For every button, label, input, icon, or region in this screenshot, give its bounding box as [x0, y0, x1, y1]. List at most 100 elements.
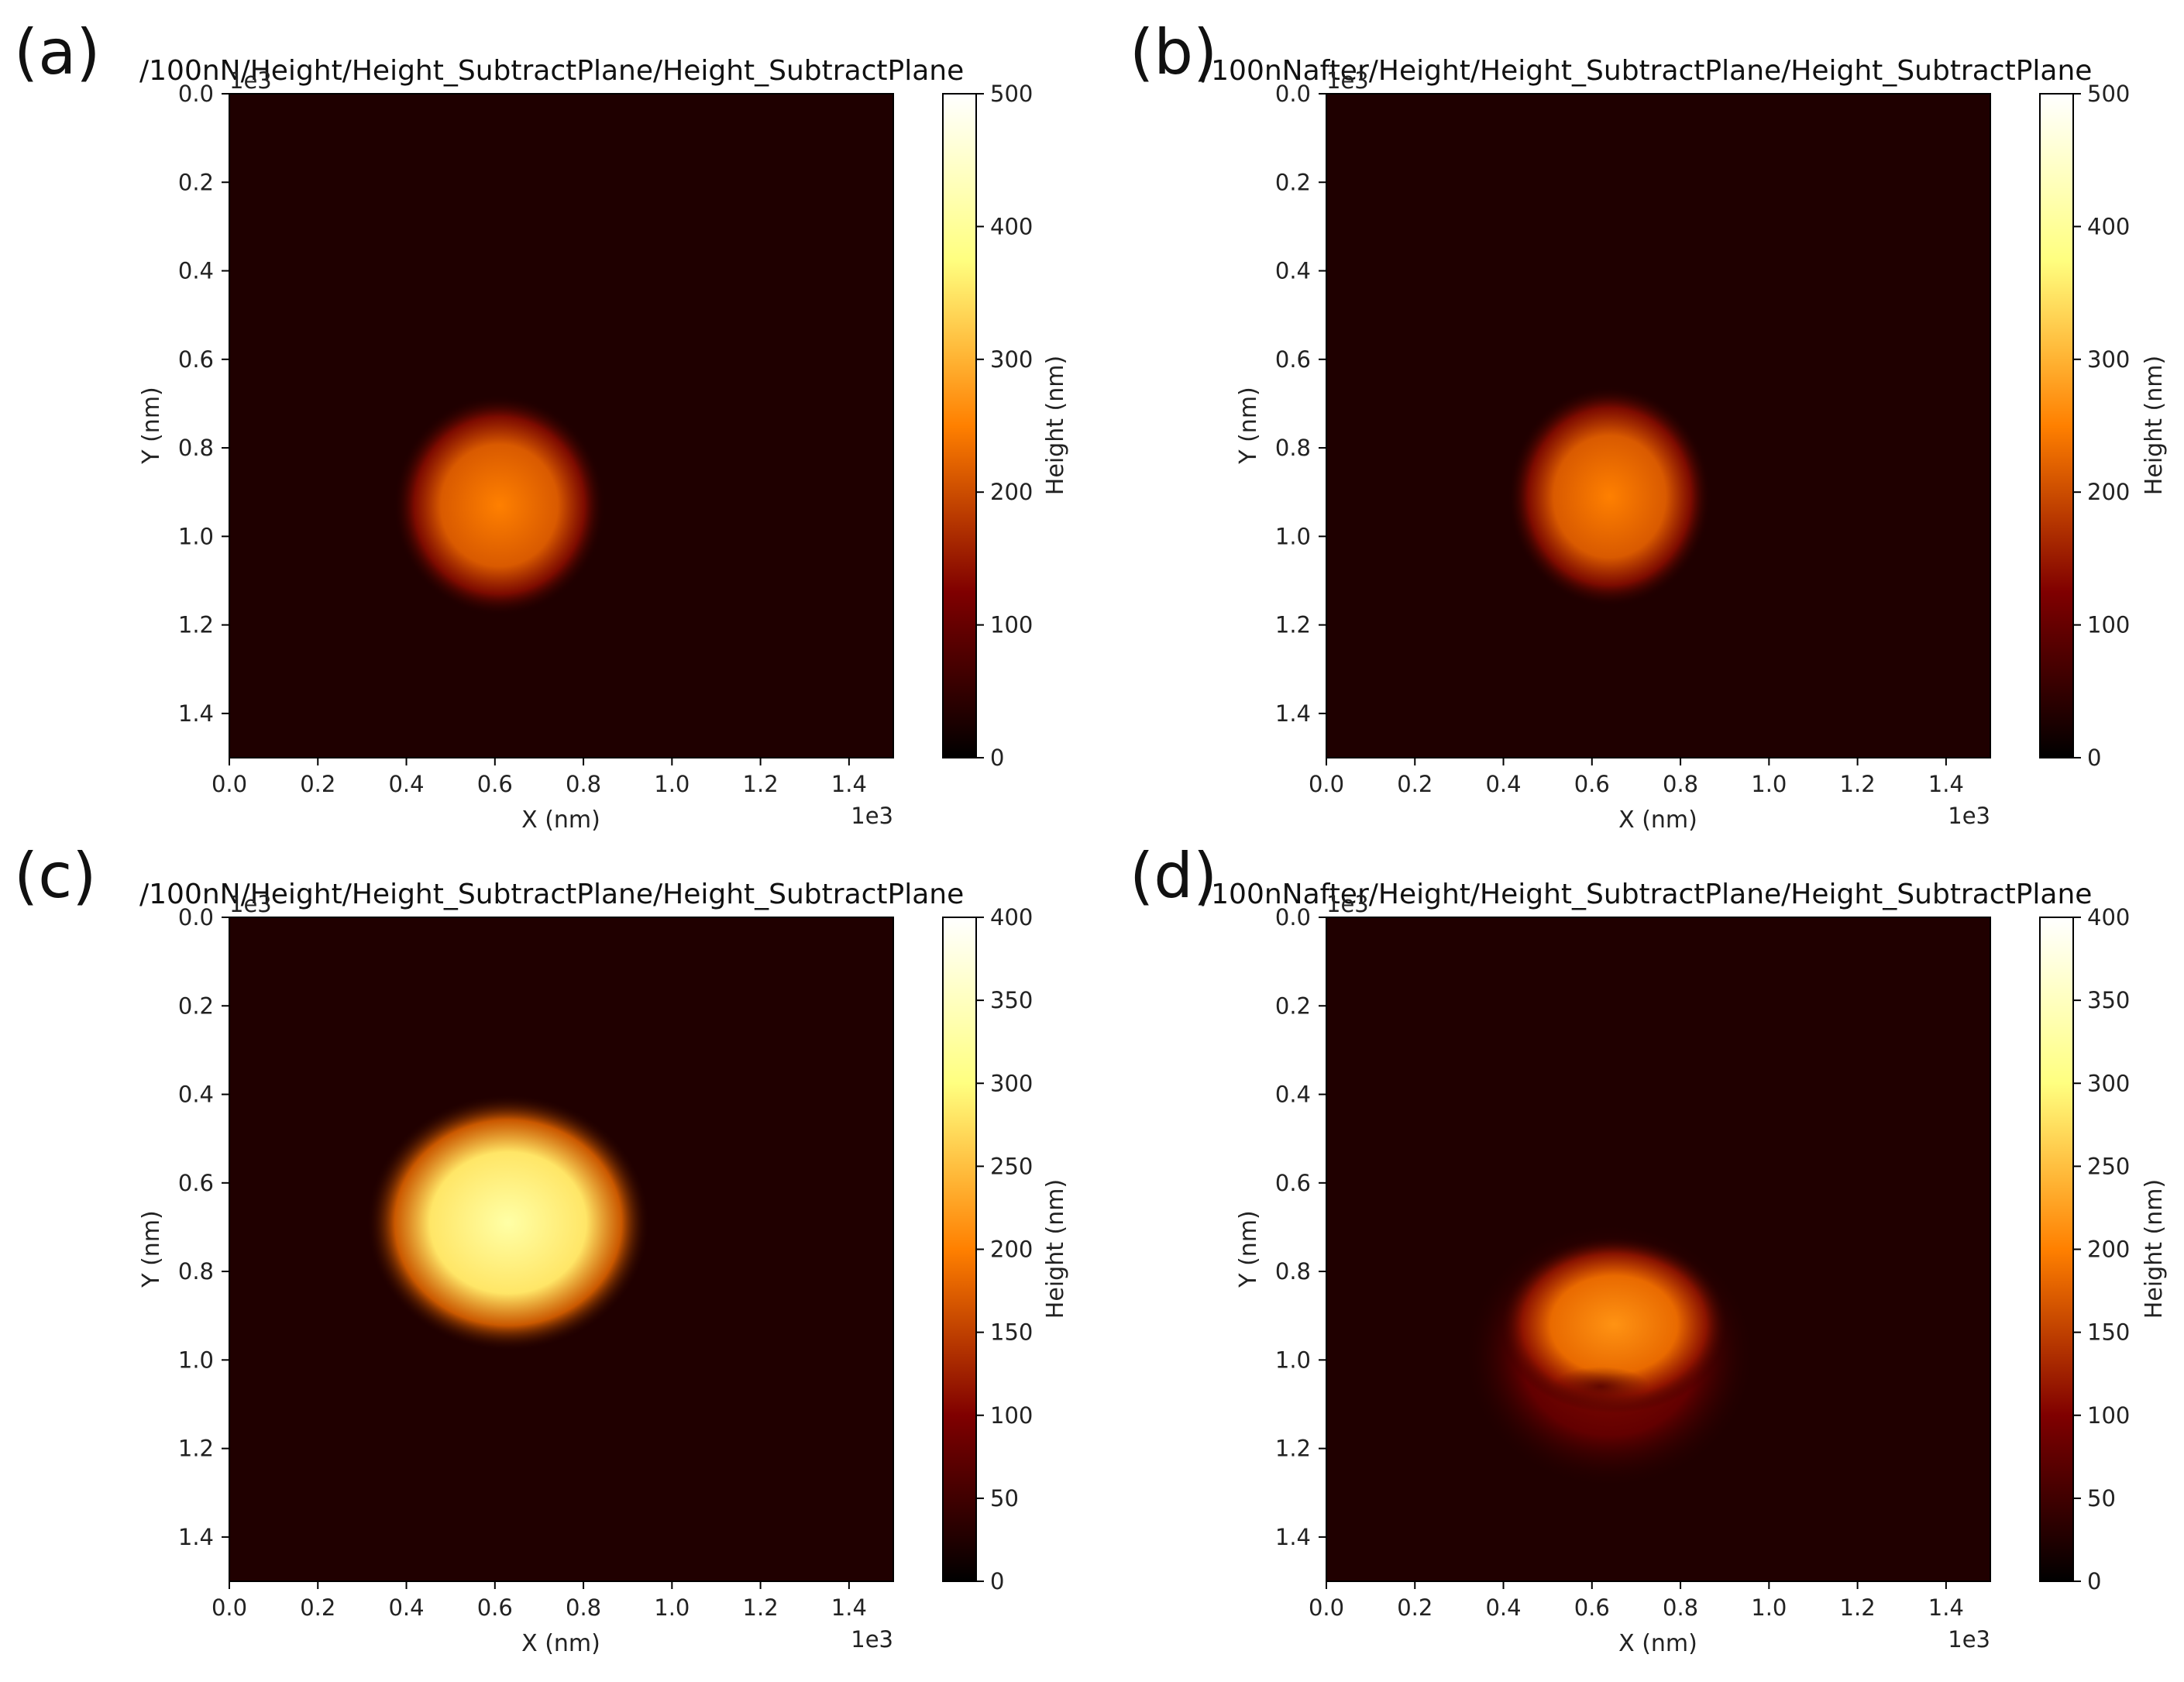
- x-tick-label: 1.4: [1928, 771, 1964, 797]
- x-exponent-label: 1e3: [851, 803, 893, 829]
- panel-c: (c) /100nN/Height/Height_SubtractPlane/H…: [14, 840, 1069, 1657]
- colorbar-tick-label: 0: [2087, 1568, 2101, 1594]
- x-tick-label: 0.2: [300, 1594, 335, 1621]
- x-tick-label: 0.2: [300, 771, 335, 797]
- colorbar-tick-label: 250: [990, 1153, 1033, 1179]
- colorbar-tick-label: 100: [990, 612, 1033, 638]
- y-tick-label: 1.2: [1275, 612, 1311, 638]
- colorbar-tick-label: 100: [990, 1402, 1033, 1429]
- x-tick-label: 0.4: [1485, 1594, 1521, 1621]
- x-exponent-label: 1e3: [1948, 1626, 1990, 1653]
- x-tick-label: 1.0: [1751, 1594, 1787, 1621]
- colorbar-tick-label: 50: [2087, 1485, 2116, 1512]
- y-tick-label: 0.6: [1275, 346, 1311, 373]
- colorbar-tick-label: 200: [990, 1237, 1033, 1263]
- colorbar-label: Height (nm): [2141, 1179, 2168, 1319]
- panel-letter: (d): [1130, 840, 1217, 912]
- x-tick-label: 1.2: [1840, 771, 1876, 797]
- x-exponent-label: 1e3: [1948, 803, 1990, 829]
- colorbar-tick-label: 400: [2087, 213, 2130, 239]
- y-tick-label: 0.2: [178, 992, 214, 1019]
- colorbar-frame: [2039, 93, 2074, 758]
- x-tick-label: 0.6: [1574, 771, 1610, 797]
- x-tick-label: 0.0: [1309, 771, 1344, 797]
- panel-d: (d) /100nNafter/Height/Height_SubtractPl…: [1130, 840, 2168, 1657]
- y-tick-label: 0.8: [178, 1258, 214, 1285]
- panel-a: (a) /100nN/Height/Height_SubtractPlane/H…: [14, 16, 1069, 834]
- colorbar-tick-label: 400: [990, 213, 1033, 239]
- x-tick-label: 0.2: [1397, 1594, 1432, 1621]
- x-tick-label: 0.6: [1574, 1594, 1610, 1621]
- panel-letter: (b): [1130, 16, 1217, 88]
- x-tick-label: 0.4: [388, 771, 424, 797]
- y-tick-label: 1.2: [178, 1436, 214, 1462]
- colorbar-tick-label: 200: [990, 479, 1033, 505]
- plot-title: /100nNafter/Height/Height_SubtractPlane/…: [1202, 55, 2092, 87]
- y-tick-label: 0.0: [178, 904, 214, 930]
- colorbar-gradient: [943, 917, 976, 1581]
- colorbar-tick-label: 100: [2087, 1402, 2130, 1429]
- x-tick-label: 1.4: [831, 1594, 867, 1621]
- plot-frame: [229, 93, 894, 758]
- x-axis-label: X (nm): [1618, 1630, 1697, 1657]
- panel-letter: (c): [14, 840, 96, 912]
- x-axis-label: X (nm): [521, 1630, 600, 1657]
- y-tick-label: 1.4: [178, 1524, 214, 1550]
- x-tick-label: 0.8: [566, 771, 601, 797]
- x-tick-label: 0.6: [477, 1594, 513, 1621]
- heatmap-feature: [393, 394, 606, 617]
- x-tick-label: 0.0: [1309, 1594, 1344, 1621]
- x-tick-label: 1.2: [743, 771, 779, 797]
- colorbar-gradient: [2040, 917, 2073, 1581]
- colorbar-tick-label: 500: [990, 81, 1033, 107]
- x-tick-label: 0.6: [477, 771, 513, 797]
- y-tick-label: 1.2: [1275, 1436, 1311, 1462]
- y-tick-label: 1.0: [178, 1347, 214, 1373]
- colorbar-tick-label: 400: [990, 904, 1033, 930]
- y-axis-label: Y (nm): [138, 1210, 165, 1288]
- plot-title: /100nNafter/Height/Height_SubtractPlane/…: [1202, 879, 2092, 910]
- y-tick-label: 0.0: [1275, 904, 1311, 930]
- heatmap-feature: [366, 1094, 650, 1351]
- y-tick-label: 0.6: [178, 346, 214, 373]
- y-tick-label: 0.8: [1275, 435, 1311, 461]
- colorbar-tick-label: 150: [2087, 1319, 2130, 1346]
- y-tick-label: 0.6: [178, 1170, 214, 1196]
- x-tick-label: 0.2: [1397, 771, 1432, 797]
- y-tick-label: 0.8: [178, 435, 214, 461]
- x-tick-label: 1.2: [743, 1594, 779, 1621]
- plot-frame: [229, 917, 894, 1582]
- colorbar-tick-label: 250: [2087, 1153, 2130, 1179]
- colorbar-tick-label: 350: [990, 987, 1033, 1013]
- y-exponent-label: 1e3: [229, 67, 272, 94]
- y-tick-label: 0.6: [1275, 1170, 1311, 1196]
- colorbar-tick-label: 400: [2087, 904, 2130, 930]
- y-tick-label: 1.2: [178, 612, 214, 638]
- y-tick-label: 0.8: [1275, 1258, 1311, 1285]
- y-tick-label: 0.2: [1275, 169, 1311, 195]
- y-exponent-label: 1e3: [229, 891, 272, 917]
- heatmap-feature: [1508, 386, 1712, 607]
- colorbar-gradient: [943, 94, 976, 758]
- y-tick-label: 0.0: [178, 81, 214, 107]
- heatmap-feature: [1498, 1236, 1729, 1413]
- x-exponent-label: 1e3: [851, 1626, 893, 1653]
- y-tick-label: 0.4: [1275, 258, 1311, 284]
- colorbar-gradient: [2040, 94, 2073, 758]
- plot-title: /100nN/Height/Height_SubtractPlane/Heigh…: [139, 879, 964, 910]
- colorbar-tick-label: 0: [990, 1568, 1004, 1594]
- x-tick-label: 0.4: [388, 1594, 424, 1621]
- x-tick-label: 1.0: [654, 771, 690, 797]
- colorbar-tick-label: 300: [990, 1070, 1033, 1096]
- colorbar-tick-label: 300: [990, 346, 1033, 373]
- colorbar-tick-label: 200: [2087, 479, 2130, 505]
- x-tick-label: 1.0: [654, 1594, 690, 1621]
- plot-frame: [1326, 93, 1991, 758]
- colorbar-tick-label: 200: [2087, 1237, 2130, 1263]
- y-tick-label: 1.0: [1275, 1347, 1311, 1373]
- y-tick-label: 1.4: [1275, 1524, 1311, 1550]
- x-tick-label: 0.0: [212, 771, 247, 797]
- x-tick-label: 0.8: [566, 1594, 601, 1621]
- x-tick-label: 1.2: [1840, 1594, 1876, 1621]
